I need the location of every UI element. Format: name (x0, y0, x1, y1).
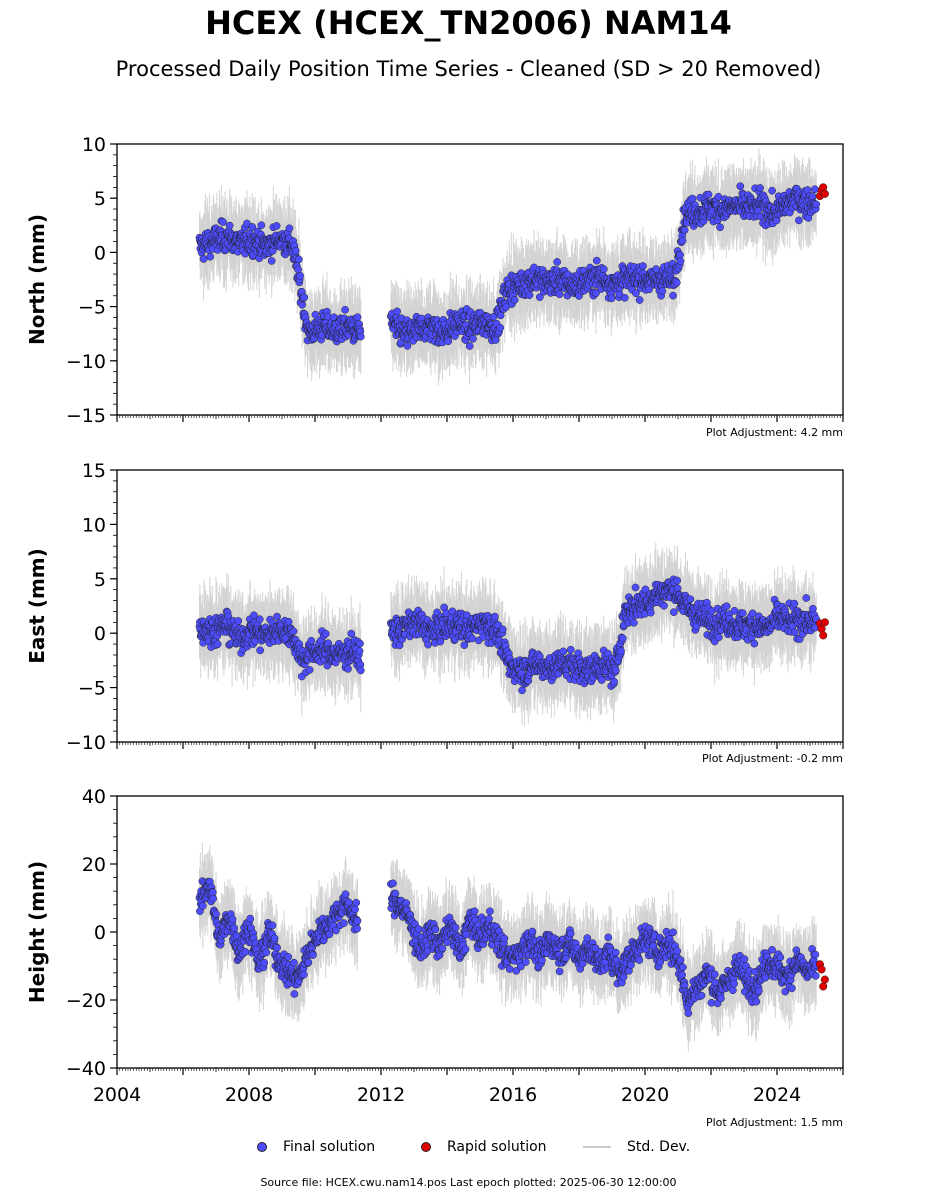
final-solution-point (555, 290, 564, 299)
final-solution-point (525, 291, 534, 300)
final-solution-point (704, 190, 713, 199)
final-solution-point (206, 252, 215, 261)
final-solution-point (676, 257, 685, 266)
y-tick-label: 10 (82, 514, 106, 536)
rapid-solution-point (820, 189, 829, 198)
final-solution-point (341, 305, 349, 314)
final-solution-point (678, 236, 687, 245)
final-solution-point (756, 184, 764, 192)
final-solution-point (393, 307, 401, 316)
final-solution-point (295, 255, 303, 264)
final-solution-point (300, 293, 309, 302)
final-solution-point (811, 185, 819, 194)
final-solution-point (716, 223, 724, 232)
final-solution-point (635, 296, 644, 304)
final-solution-point (444, 337, 453, 346)
final-solution-point (291, 246, 300, 255)
y-tick-label: −10 (66, 351, 106, 373)
final-solution-point (272, 222, 281, 230)
final-solution-point (267, 257, 276, 265)
y-tick-label: 0 (94, 623, 106, 645)
final-solution-point (688, 194, 697, 203)
final-solution-point (491, 336, 500, 344)
y-tick-label: 10 (82, 134, 106, 156)
final-solution-point (795, 216, 803, 225)
final-solution-point (353, 313, 362, 322)
y-tick-label: −15 (66, 405, 106, 427)
final-solution-point (213, 640, 222, 649)
final-solution-point (257, 221, 266, 230)
final-solution-point (812, 200, 821, 209)
final-solution-point (469, 334, 477, 343)
plot-adjustment-label: Plot Adjustment: 4.2 mm (706, 426, 843, 439)
final-solution-point (403, 342, 412, 350)
final-solution-points (195, 182, 821, 350)
final-solution-point (620, 293, 629, 302)
final-solution-point (607, 294, 616, 303)
y-tick-label: 0 (94, 242, 106, 264)
y-tick-label: −5 (78, 297, 106, 319)
final-solution-point (672, 278, 681, 287)
y-axis-label: East (mm) (25, 548, 49, 664)
final-solution-point (296, 271, 304, 280)
final-solution-point (599, 265, 608, 274)
y-tick-label: −5 (78, 678, 106, 700)
final-solution-point (768, 186, 776, 195)
final-solution-point (219, 218, 227, 226)
final-solution-point (285, 224, 294, 233)
final-solution-point (772, 216, 781, 225)
final-solution-point (736, 182, 745, 191)
plot-adjustment-label: Plot Adjustment: -0.2 mm (702, 752, 843, 765)
final-solution-point (669, 291, 677, 300)
final-solution-point (465, 342, 474, 350)
final-solution-point (234, 617, 243, 625)
y-axis-label: North (mm) (25, 214, 49, 345)
final-solution-point (510, 296, 519, 304)
final-solution-point (356, 332, 365, 341)
final-solution-point (639, 262, 647, 270)
y-tick-label: −10 (66, 732, 106, 754)
final-solution-point (294, 265, 302, 274)
final-solution-point (553, 258, 561, 266)
chart-subtitle: Processed Daily Position Time Series - C… (0, 57, 937, 81)
final-solution-point (248, 223, 257, 231)
final-solution-point (658, 287, 667, 295)
y-tick-label: 15 (82, 460, 106, 482)
final-solution-point (652, 265, 660, 273)
final-solution-point (225, 221, 234, 230)
final-solution-point (592, 256, 601, 265)
std-dev-bars (199, 148, 817, 386)
final-solution-point (808, 192, 817, 201)
final-solution-point (680, 226, 689, 235)
final-solution-point (496, 323, 505, 332)
final-solution-point (243, 219, 251, 228)
chart-title: HCEX (HCEX_TN2006) NAM14 (0, 4, 937, 42)
final-solution-point (199, 255, 208, 263)
y-tick-label: 5 (94, 569, 106, 591)
y-tick-label: 5 (94, 188, 106, 210)
